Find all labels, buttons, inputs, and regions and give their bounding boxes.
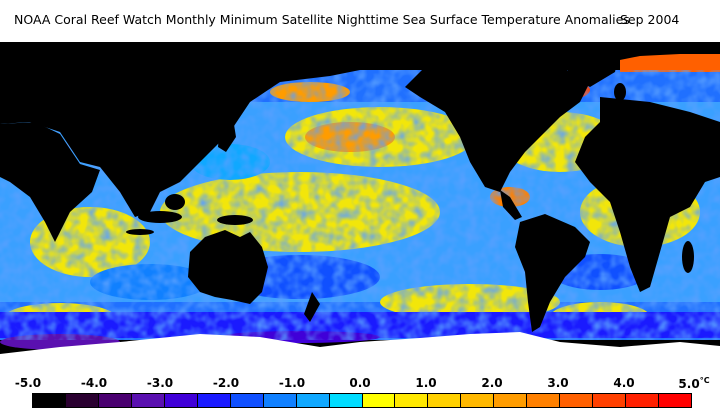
color-swatch <box>428 394 462 407</box>
color-swatch <box>33 394 66 407</box>
title-text: NOAA Coral Reef Watch Monthly Minimum Sa… <box>14 12 630 27</box>
color-swatch <box>362 394 396 407</box>
legend-label: -3.0 <box>146 376 174 390</box>
antarctica-ice <box>0 332 720 372</box>
legend-label: 3.0 <box>547 376 569 390</box>
legend-label: -2.0 <box>212 376 240 390</box>
color-swatch <box>626 394 660 407</box>
map-svg <box>0 42 720 372</box>
legend-labels: -5.0 -4.0 -3.0 -2.0 -1.0 0.0 1.0 2.0 3.0… <box>0 376 720 392</box>
color-bar <box>32 393 692 408</box>
title-date: Sep 2004 <box>620 12 680 27</box>
legend-label: -5.0 <box>14 376 42 390</box>
color-swatch <box>263 394 297 407</box>
color-swatch <box>164 394 198 407</box>
color-swatch <box>527 394 561 407</box>
legend-label-max: 5.0°C <box>678 376 709 391</box>
color-swatch <box>659 394 692 407</box>
color-swatch <box>65 394 99 407</box>
color-swatch <box>197 394 231 407</box>
color-swatch <box>461 394 495 407</box>
color-swatch <box>98 394 132 407</box>
legend-label: 1.0 <box>415 376 437 390</box>
color-swatch <box>494 394 528 407</box>
legend-label: 0.0 <box>349 376 371 390</box>
legend-label: 2.0 <box>481 376 503 390</box>
land-masses <box>0 42 720 332</box>
world-sst-anomaly-map <box>0 42 720 372</box>
color-swatch <box>329 394 363 407</box>
legend-label: -1.0 <box>278 376 306 390</box>
color-swatch <box>593 394 627 407</box>
color-swatch <box>131 394 165 407</box>
legend-label: 5.0 <box>678 377 700 391</box>
color-swatch <box>296 394 330 407</box>
legend-unit: °C <box>699 376 710 385</box>
color-swatch <box>560 394 594 407</box>
legend-label: 4.0 <box>613 376 635 390</box>
legend-label: -4.0 <box>80 376 108 390</box>
map-title: NOAA Coral Reef Watch Monthly Minimum Sa… <box>0 0 720 42</box>
color-swatch <box>395 394 429 407</box>
color-swatch <box>230 394 264 407</box>
